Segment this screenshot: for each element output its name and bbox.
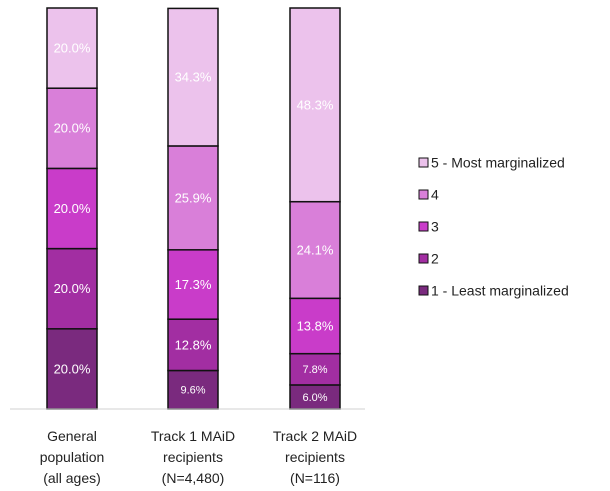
value-label: 20.0%	[54, 361, 91, 376]
value-label: 7.8%	[302, 364, 327, 376]
value-label: 17.3%	[175, 277, 212, 292]
legend-label: 3	[431, 219, 439, 235]
value-label: 6.0%	[302, 392, 327, 404]
value-label: 9.6%	[180, 385, 205, 397]
value-label: 20.0%	[54, 41, 91, 56]
value-label: 12.8%	[175, 337, 212, 352]
legend-label: 2	[431, 251, 439, 267]
legend-label: 1 - Least marginalized	[431, 283, 569, 299]
legend-swatch	[418, 157, 429, 168]
value-label: 20.0%	[54, 281, 91, 296]
legend-swatch	[418, 285, 429, 296]
bar-segment	[167, 7, 219, 147]
legend-label: 5 - Most marginalized	[431, 155, 565, 171]
value-label: 13.8%	[297, 318, 334, 333]
value-label: 48.3%	[297, 97, 334, 112]
x-tick-label: Track 1 MAiD recipients (N=4,480)	[150, 428, 236, 486]
bar-segment	[289, 7, 341, 203]
bar-segment	[289, 297, 341, 355]
bar-segment	[167, 145, 219, 251]
bar-segment	[46, 87, 98, 170]
value-label: 20.0%	[54, 121, 91, 136]
bar-segment	[289, 352, 341, 386]
x-tick-label: Track 2 MAiD recipients (N=116)	[272, 428, 358, 486]
bar-segment	[167, 318, 219, 372]
value-label: 20.0%	[54, 201, 91, 216]
x-tick-label: General population (all ages)	[39, 428, 105, 486]
bar-segment	[46, 247, 98, 330]
bar-segment	[46, 7, 98, 89]
bar-segment	[167, 369, 219, 410]
bar-segment	[289, 384, 341, 410]
legend-swatch	[418, 189, 429, 200]
bar-segment	[46, 328, 98, 410]
value-label: 34.3%	[175, 70, 212, 85]
legend-swatch	[418, 221, 429, 232]
value-label: 24.1%	[297, 242, 334, 257]
legend-label: 4	[431, 187, 439, 203]
bar-segment	[167, 249, 219, 320]
legend-swatch	[418, 253, 429, 264]
value-label: 25.9%	[175, 190, 212, 205]
